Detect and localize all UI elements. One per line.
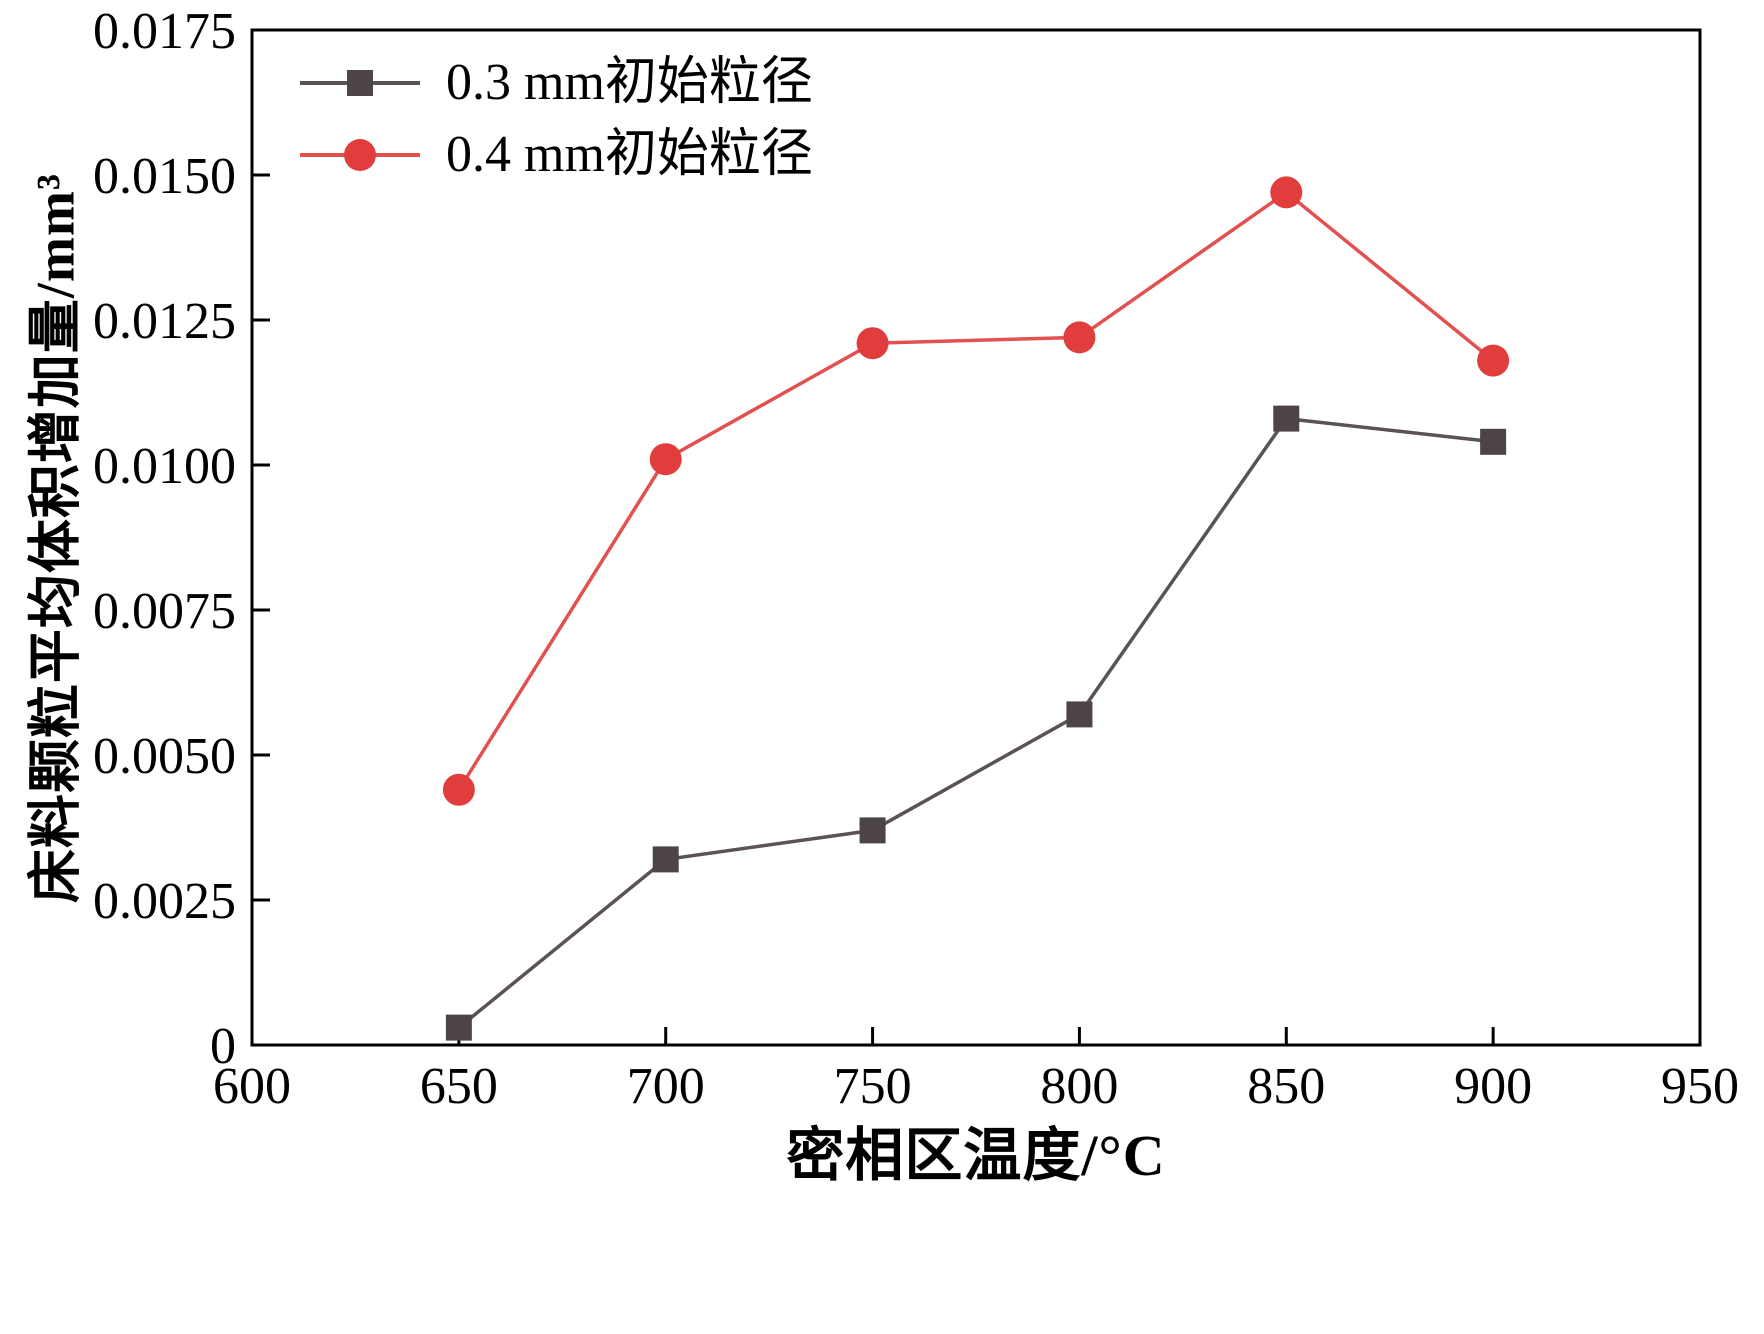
data-point-square — [445, 1014, 472, 1041]
y-tick-label: 0.0025 — [93, 873, 236, 930]
x-tick-label: 900 — [1454, 1058, 1532, 1115]
y-tick-label: 0.0150 — [93, 148, 236, 205]
data-point-circle — [856, 327, 889, 360]
y-tick-label: 0.0100 — [93, 438, 236, 495]
y-tick-label: 0.0050 — [93, 728, 236, 785]
data-point-square — [1273, 405, 1300, 432]
legend-sample — [300, 63, 420, 103]
y-tick-label: 0.0075 — [93, 583, 236, 640]
y-tick-label: 0 — [210, 1018, 236, 1075]
square-marker-icon — [347, 70, 373, 96]
data-point-circle — [442, 773, 475, 806]
x-tick-label: 700 — [627, 1058, 705, 1115]
data-point-square — [1066, 701, 1093, 728]
y-axis-title: 床料颗粒平均体积增加量/mm³ — [25, 172, 86, 904]
x-tick-label: 950 — [1661, 1058, 1739, 1115]
legend-item-0.3mm: 0.3 mm初始粒径 — [300, 52, 813, 114]
data-point-square — [859, 817, 886, 844]
x-axis-title: 密相区温度/°C — [786, 1123, 1166, 1188]
legend-sample — [300, 135, 420, 175]
data-point-circle — [1063, 321, 1096, 354]
x-tick-label: 750 — [834, 1058, 912, 1115]
legend-label: 0.3 mm初始粒径 — [446, 54, 813, 111]
data-point-square — [1480, 428, 1507, 455]
data-point-circle — [649, 443, 682, 476]
series-line-1 — [457, 190, 1495, 791]
data-point-circle — [1477, 344, 1510, 377]
x-tick-label: 800 — [1040, 1058, 1118, 1115]
legend: 0.3 mm初始粒径 0.4 mm初始粒径 — [300, 52, 813, 186]
legend-label: 0.4 mm初始粒径 — [446, 126, 813, 183]
y-tick-label: 0.0175 — [93, 3, 236, 60]
circle-marker-icon — [344, 139, 376, 171]
data-point-circle — [1270, 176, 1303, 209]
legend-item-0.4mm: 0.4 mm初始粒径 — [300, 124, 813, 186]
y-tick-label: 0.0125 — [93, 293, 236, 350]
plot-frame — [250, 28, 1702, 1047]
x-tick-label: 650 — [420, 1058, 498, 1115]
data-point-square — [652, 846, 679, 873]
series-line-0 — [457, 416, 1494, 1029]
x-tick-label: 600 — [213, 1058, 291, 1115]
x-tick-label: 850 — [1247, 1058, 1325, 1115]
